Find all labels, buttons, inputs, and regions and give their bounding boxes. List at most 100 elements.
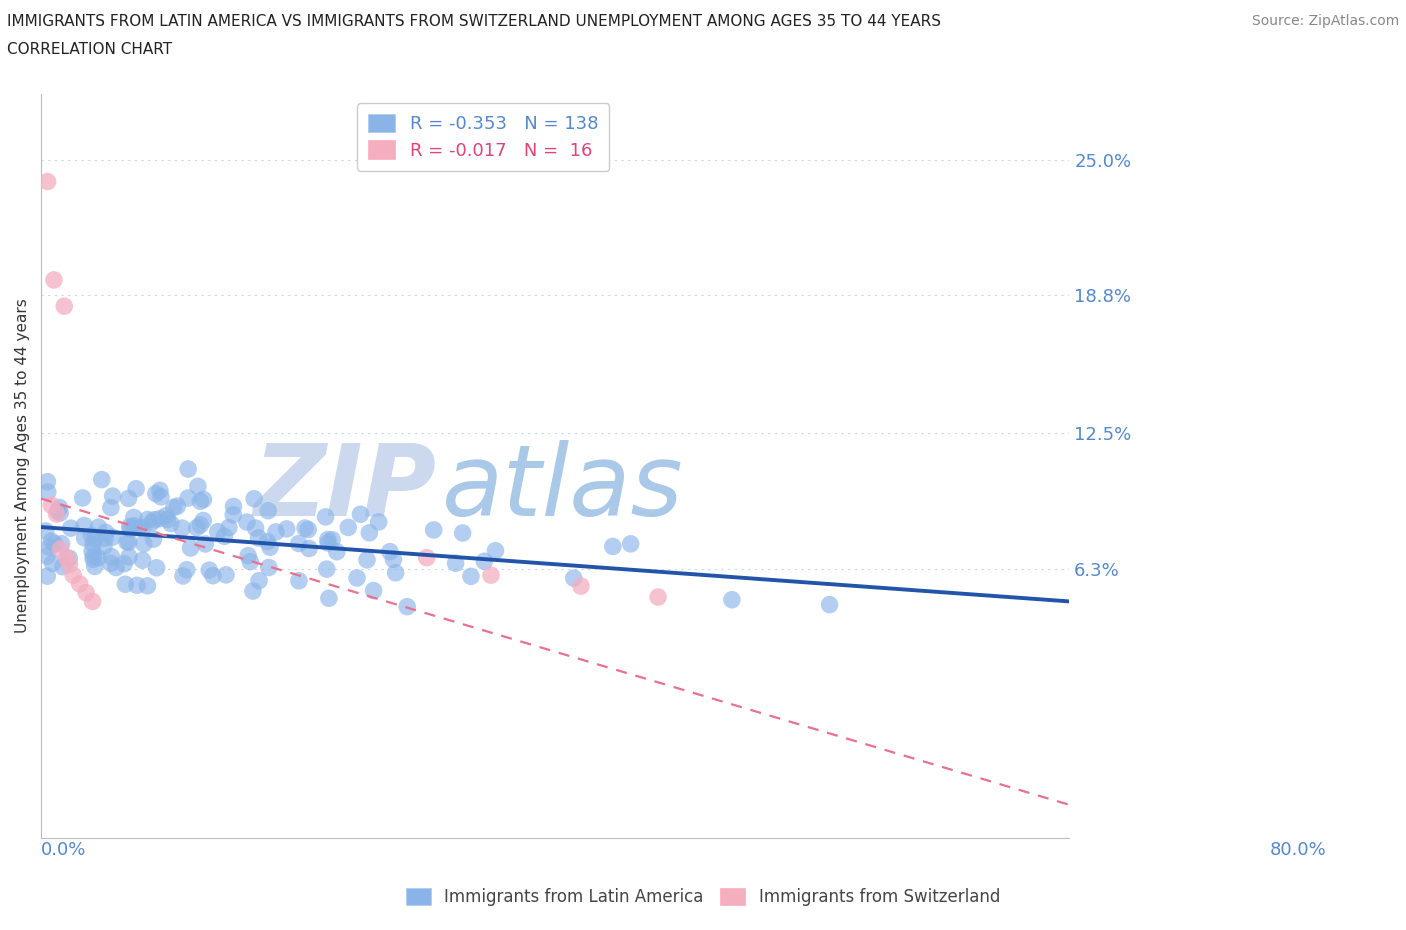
Point xyxy=(35,524,58,538)
Point xyxy=(46,503,69,518)
Point xyxy=(318,591,340,605)
Text: 0.0%: 0.0% xyxy=(41,842,87,859)
Point xyxy=(201,568,224,583)
Point xyxy=(39,534,62,549)
Y-axis label: Unemployment Among Ages 35 to 44 years: Unemployment Among Ages 35 to 44 years xyxy=(15,299,30,633)
Point xyxy=(562,571,585,586)
Point xyxy=(396,599,419,614)
Point xyxy=(236,514,259,529)
Point xyxy=(472,554,495,569)
Point xyxy=(132,537,155,551)
Point xyxy=(172,521,194,536)
Point xyxy=(422,523,444,538)
Point xyxy=(112,556,135,571)
Point xyxy=(80,528,103,543)
Point xyxy=(52,559,75,574)
Point xyxy=(276,522,298,537)
Point xyxy=(239,554,262,569)
Point xyxy=(118,535,141,550)
Point xyxy=(131,552,153,567)
Point xyxy=(188,517,211,532)
Point xyxy=(180,540,202,555)
Legend: Immigrants from Latin America, Immigrants from Switzerland: Immigrants from Latin America, Immigrant… xyxy=(399,881,1007,912)
Point xyxy=(145,561,167,576)
Point xyxy=(222,507,245,522)
Point xyxy=(484,543,506,558)
Point xyxy=(125,578,148,592)
Point xyxy=(80,544,103,559)
Point xyxy=(117,491,139,506)
Text: IMMIGRANTS FROM LATIN AMERICA VS IMMIGRANTS FROM SWITZERLAND UNEMPLOYMENT AMONG : IMMIGRANTS FROM LATIN AMERICA VS IMMIGRA… xyxy=(7,14,941,29)
Point xyxy=(177,461,200,476)
Point xyxy=(316,532,339,547)
Point xyxy=(82,552,104,567)
Point xyxy=(122,510,145,525)
Point xyxy=(122,518,145,533)
Point xyxy=(264,525,287,539)
Text: ZIP: ZIP xyxy=(254,440,437,537)
Point xyxy=(215,567,238,582)
Point xyxy=(145,486,167,501)
Text: CORRELATION CHART: CORRELATION CHART xyxy=(7,42,172,57)
Point xyxy=(115,535,138,550)
Point xyxy=(818,597,841,612)
Point xyxy=(367,514,389,529)
Point xyxy=(37,174,59,189)
Point xyxy=(58,551,80,565)
Point xyxy=(198,563,221,578)
Point xyxy=(177,491,200,506)
Point xyxy=(128,521,150,536)
Point xyxy=(166,498,188,513)
Legend: R = -0.353   N = 138, R = -0.017   N =  16: R = -0.353 N = 138, R = -0.017 N = 16 xyxy=(357,103,609,171)
Point xyxy=(56,551,79,565)
Point xyxy=(247,530,270,545)
Point xyxy=(82,538,104,552)
Point xyxy=(73,518,96,533)
Point xyxy=(49,541,72,556)
Point xyxy=(315,562,337,577)
Point xyxy=(187,479,209,494)
Point xyxy=(141,515,163,530)
Point xyxy=(87,520,110,535)
Point xyxy=(176,563,198,578)
Point xyxy=(118,550,141,565)
Point xyxy=(382,551,405,566)
Point xyxy=(125,482,148,497)
Point xyxy=(83,531,105,546)
Point xyxy=(90,472,112,487)
Point xyxy=(163,500,186,515)
Point xyxy=(356,552,378,567)
Point xyxy=(93,539,115,554)
Point xyxy=(160,516,183,531)
Point xyxy=(143,512,166,527)
Point xyxy=(602,539,624,554)
Point xyxy=(72,490,94,505)
Point xyxy=(101,530,124,545)
Point xyxy=(460,569,482,584)
Point xyxy=(247,573,270,588)
Point xyxy=(346,570,368,585)
Point xyxy=(59,521,82,536)
Point xyxy=(316,536,339,551)
Point xyxy=(245,521,267,536)
Point xyxy=(45,507,67,522)
Point xyxy=(479,567,502,582)
Point xyxy=(37,474,59,489)
Point xyxy=(49,505,72,520)
Point xyxy=(42,272,65,287)
Point xyxy=(100,549,122,564)
Point xyxy=(444,556,467,571)
Point xyxy=(193,513,215,528)
Point xyxy=(337,520,360,535)
Point xyxy=(118,519,141,534)
Point xyxy=(359,525,381,540)
Point xyxy=(415,551,437,565)
Point xyxy=(222,499,245,514)
Point xyxy=(384,565,406,580)
Point xyxy=(620,537,643,551)
Point xyxy=(363,583,385,598)
Point xyxy=(194,537,217,551)
Point xyxy=(297,522,319,537)
Point xyxy=(193,492,215,507)
Point xyxy=(41,556,63,571)
